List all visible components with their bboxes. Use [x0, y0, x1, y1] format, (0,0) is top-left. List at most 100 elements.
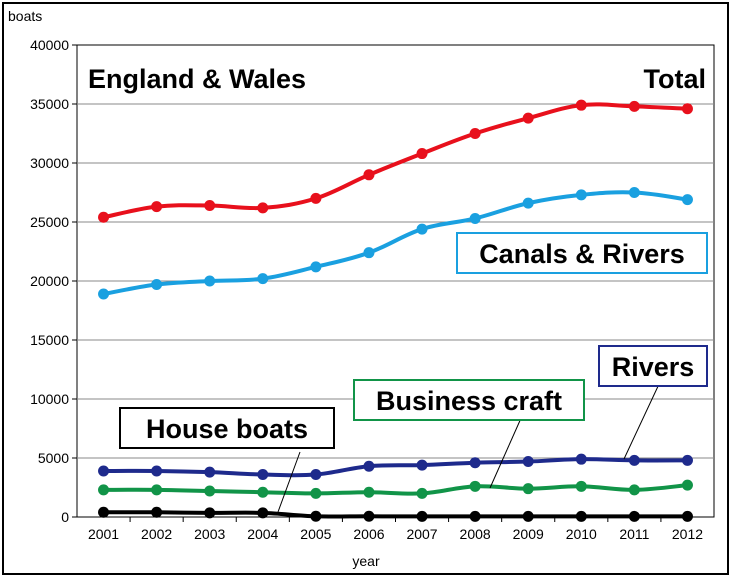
data-point — [522, 510, 534, 522]
data-point — [363, 169, 375, 181]
data-point — [204, 507, 216, 519]
data-point — [681, 510, 693, 522]
data-point — [204, 275, 216, 287]
callout-pointer-house — [277, 451, 301, 513]
data-point — [204, 199, 216, 211]
data-point — [522, 483, 534, 495]
data-point — [522, 456, 534, 468]
series-label-business-craft: Business craft — [376, 386, 562, 416]
callout-pointer-business — [489, 415, 523, 489]
data-point — [363, 247, 375, 259]
x-tick-label: 2009 — [513, 526, 544, 542]
y-tick-label: 10000 — [30, 391, 69, 407]
y-tick-label: 20000 — [30, 273, 69, 289]
callout-rivers: Rivers — [598, 345, 708, 387]
data-point — [628, 484, 640, 496]
series-label-rivers: Rivers — [612, 352, 695, 382]
y-tick-label: 5000 — [38, 450, 69, 466]
data-point — [416, 148, 428, 160]
data-point — [469, 212, 481, 224]
data-point — [469, 510, 481, 522]
data-point — [98, 211, 110, 223]
data-point — [416, 510, 428, 522]
x-tick-label: 2010 — [566, 526, 597, 542]
data-point — [575, 189, 587, 201]
y-axis: 0 5000 10000 15000 20000 25000 30000 35000 40000 — [30, 37, 77, 525]
data-point — [98, 288, 110, 300]
data-point — [575, 453, 587, 465]
x-tick-label: 2005 — [300, 526, 331, 542]
chart-title: England & Wales — [88, 64, 306, 94]
data-point — [681, 194, 693, 206]
data-point — [681, 454, 693, 466]
callout-house-boats: House boats — [119, 407, 335, 449]
data-point — [363, 510, 375, 522]
series-label-canals-rivers: Canals & Rivers — [479, 239, 685, 269]
data-point — [310, 510, 322, 522]
data-point — [628, 510, 640, 522]
data-point — [151, 201, 163, 213]
callout-pointer-rivers — [623, 381, 661, 460]
data-point — [416, 223, 428, 235]
y-tick-label: 15000 — [30, 332, 69, 348]
data-point — [575, 510, 587, 522]
x-tick-label: 2012 — [672, 526, 703, 542]
x-tick-label: 2006 — [353, 526, 384, 542]
data-point — [522, 112, 534, 124]
data-point — [363, 460, 375, 472]
data-point — [151, 506, 163, 518]
data-point — [310, 469, 322, 481]
data-point — [628, 454, 640, 466]
data-point — [151, 279, 163, 291]
data-point — [257, 507, 269, 519]
data-point — [628, 187, 640, 198]
y-tick-label: 30000 — [30, 155, 69, 171]
data-point — [204, 485, 216, 497]
data-point — [310, 192, 322, 204]
data-point — [628, 100, 640, 112]
x-tick-label: 2003 — [194, 526, 225, 542]
x-tick-label: 2011 — [619, 526, 649, 542]
series-total — [98, 99, 693, 223]
callout-business-craft: Business craft — [353, 379, 585, 421]
x-tick-label: 2002 — [141, 526, 172, 542]
y-tick-label: 0 — [61, 509, 69, 525]
series-canals-rivers — [98, 187, 693, 300]
y-tick-label: 35000 — [30, 96, 69, 112]
series-label-total: Total — [644, 64, 707, 94]
data-point — [257, 486, 269, 498]
series-label-house-boats: House boats — [146, 414, 308, 444]
y-axis-label: boats — [8, 8, 42, 24]
data-point — [151, 465, 163, 477]
data-point — [469, 457, 481, 469]
data-point — [98, 484, 110, 496]
data-point — [257, 202, 269, 214]
y-tick-label: 40000 — [30, 37, 69, 53]
x-axis: 2001 2002 2003 2004 2005 2006 2007 2008 2009 2010… — [88, 517, 703, 542]
data-point — [257, 469, 269, 481]
x-tick-label: 2007 — [406, 526, 437, 542]
x-axis-label: year — [352, 553, 380, 569]
x-tick-label: 2001 — [88, 526, 119, 542]
data-point — [363, 486, 375, 498]
x-tick-label: 2004 — [247, 526, 278, 542]
data-point — [310, 487, 322, 499]
data-point — [416, 459, 428, 471]
data-point — [681, 103, 693, 115]
series-rivers — [98, 453, 693, 481]
data-point — [681, 479, 693, 491]
data-point — [575, 99, 587, 111]
data-point — [310, 261, 322, 273]
series-lines — [98, 99, 693, 522]
series-business-craft — [98, 479, 693, 499]
data-point — [575, 480, 587, 492]
data-point — [469, 480, 481, 492]
data-point — [522, 197, 534, 209]
x-tick-label: 2008 — [460, 526, 491, 542]
callout-canals-rivers: Canals & Rivers — [456, 232, 708, 274]
y-tick-label: 25000 — [30, 214, 69, 230]
data-point — [98, 506, 110, 518]
series-house-boats — [98, 506, 693, 522]
data-point — [257, 273, 269, 285]
